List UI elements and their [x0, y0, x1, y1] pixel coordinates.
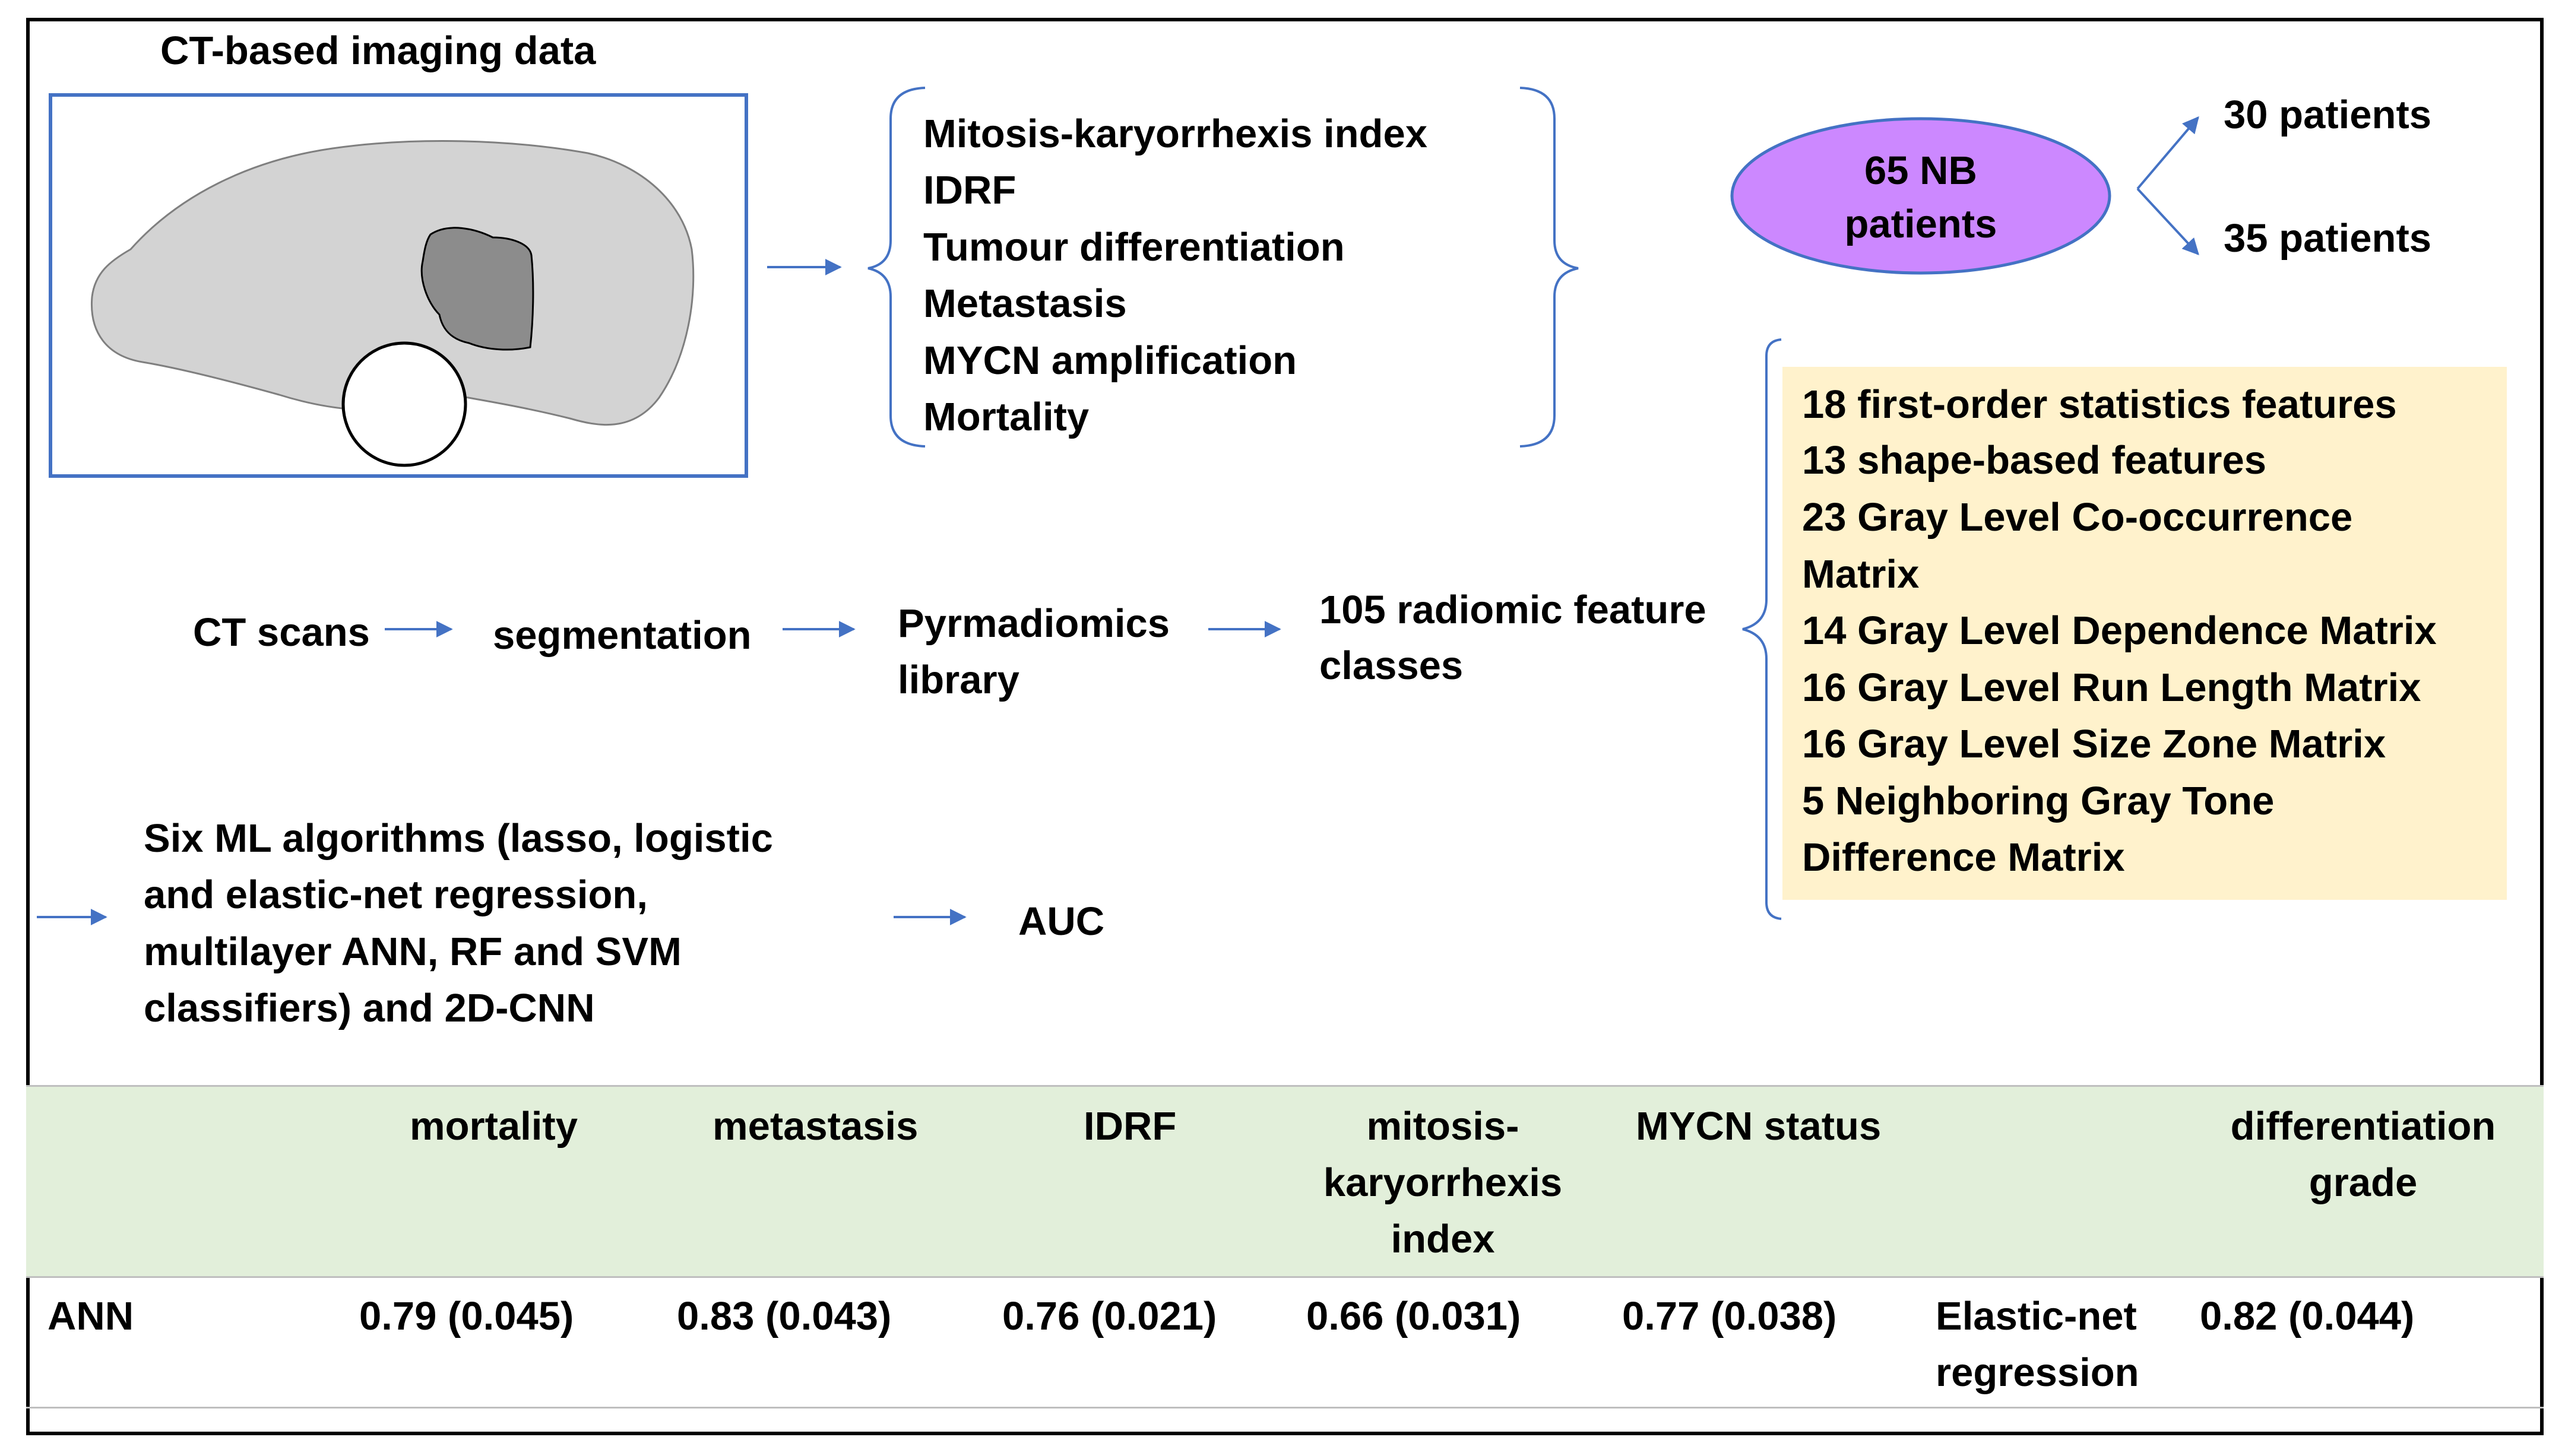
header-mki-line2: karyorrhexis — [1323, 1160, 1563, 1205]
outcome-item: IDRF — [923, 168, 1016, 212]
tumour-region — [420, 227, 534, 351]
pipeline-pyradiomics-line2: library — [898, 658, 1019, 702]
ml-description-line: Six ML algorithms (lasso, logistic — [144, 816, 773, 861]
header-differentiation-line1: differentiation — [2230, 1104, 2496, 1149]
feature-class-item: Matrix — [1802, 552, 1920, 597]
body-cross-section — [90, 140, 695, 426]
outcome-item: MYCN amplification — [923, 338, 1297, 383]
table-header-rule — [26, 1276, 2544, 1278]
ml-description-line: multilayer ANN, RF and SVM — [144, 930, 682, 974]
cohort-split-30: 30 patients — [2224, 93, 2432, 137]
pipeline-pyradiomics-line1: Pyrmadiomics — [898, 601, 1170, 646]
cell-differentiation: 0.82 (0.044) — [2200, 1294, 2415, 1338]
table-header-band — [26, 1086, 2544, 1277]
pipeline-features-line1: 105 radiomic feature — [1319, 588, 1706, 632]
feature-class-item: Difference Matrix — [1802, 835, 2125, 880]
header-mki-line3: index — [1391, 1217, 1495, 1261]
cohort-label-line2: patients — [1844, 202, 1997, 246]
patients-ellipse — [1730, 117, 2111, 275]
feature-class-item: 14 Gray Level Dependence Matrix — [1802, 608, 2437, 653]
table-top-rule — [26, 1085, 2544, 1087]
cell-mki: 0.66 (0.031) — [1306, 1294, 1521, 1338]
spine-circle — [341, 341, 467, 467]
header-idrf: IDRF — [1084, 1104, 1177, 1149]
ct-image-box — [49, 93, 748, 478]
cell-mortality: 0.79 (0.045) — [359, 1294, 574, 1338]
ml-description-line: classifiers) and 2D-CNN — [144, 986, 595, 1030]
outcome-item: Metastasis — [923, 281, 1127, 326]
cell-idrf: 0.76 (0.021) — [1002, 1294, 1217, 1338]
arrow-split-30 — [2136, 116, 2199, 190]
outcomes-right-brace — [1519, 87, 1579, 448]
header-metastasis: metastasis — [712, 1104, 919, 1149]
outcome-item: Tumour differentiation — [923, 225, 1345, 269]
cohort-split-35: 35 patients — [2224, 216, 2432, 261]
cell-alt-model-line2: regression — [1936, 1350, 2139, 1395]
cohort-label-line1: 65 NB — [1864, 148, 1977, 193]
cell-mycn: 0.77 (0.038) — [1622, 1294, 1837, 1338]
outcome-item: Mitosis-karyorrhexis index — [923, 112, 1427, 156]
feature-class-item: 23 Gray Level Co-occurrence — [1802, 495, 2353, 540]
cell-alt-model-line1: Elastic-net — [1936, 1294, 2137, 1338]
figure-frame — [26, 18, 2544, 1435]
header-mortality: mortality — [410, 1104, 578, 1149]
features-left-brace — [1742, 338, 1782, 920]
feature-class-item: 16 Gray Level Size Zone Matrix — [1802, 722, 2386, 766]
pipeline-ct-scans: CT scans — [193, 610, 370, 655]
pipeline-features-line2: classes — [1319, 643, 1464, 688]
ml-description-line: and elastic-net regression, — [144, 873, 648, 917]
feature-class-item: 13 shape-based features — [1802, 438, 2267, 483]
outcome-item: Mortality — [923, 395, 1090, 439]
outcomes-left-brace — [867, 87, 926, 448]
row-model-ann: ANN — [48, 1294, 134, 1338]
ct-title: CT-based imaging data — [160, 28, 596, 73]
feature-class-item: 5 Neighboring Gray Tone — [1802, 779, 2275, 823]
cell-metastasis: 0.83 (0.043) — [677, 1294, 892, 1338]
metric-auc: AUC — [1018, 899, 1105, 944]
header-mycn: MYCN status — [1636, 1104, 1882, 1149]
feature-class-item: 18 first-order statistics features — [1802, 382, 2397, 427]
table-bottom-rule — [26, 1407, 2544, 1409]
feature-class-item: 16 Gray Level Run Length Matrix — [1802, 665, 2421, 710]
feature-classes-box — [1782, 367, 2507, 900]
pipeline-segmentation: segmentation — [493, 613, 752, 658]
arrow-split-35 — [2136, 188, 2199, 256]
header-mki-line1: mitosis- — [1366, 1104, 1519, 1149]
header-differentiation-line2: grade — [2308, 1160, 2418, 1205]
